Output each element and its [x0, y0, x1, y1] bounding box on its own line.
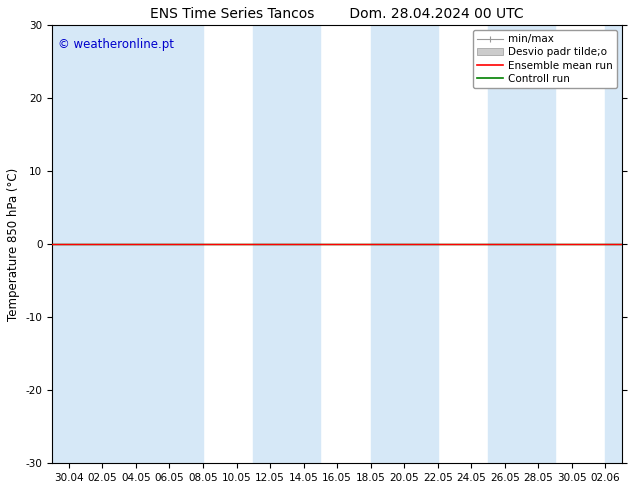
Bar [605, 25, 622, 464]
Text: © weatheronline.pt: © weatheronline.pt [58, 38, 174, 51]
Legend: min/max, Desvio padr tilde;o, Ensemble mean run, Controll run: min/max, Desvio padr tilde;o, Ensemble m… [473, 30, 617, 88]
Bar [136, 25, 203, 464]
Title: ENS Time Series Tancos        Dom. 28.04.2024 00 UTC: ENS Time Series Tancos Dom. 28.04.2024 0… [150, 7, 524, 21]
Bar [371, 25, 437, 464]
Bar [52, 25, 136, 464]
Bar [254, 25, 320, 464]
Y-axis label: Temperature 850 hPa (°C): Temperature 850 hPa (°C) [7, 168, 20, 321]
Bar [488, 25, 555, 464]
